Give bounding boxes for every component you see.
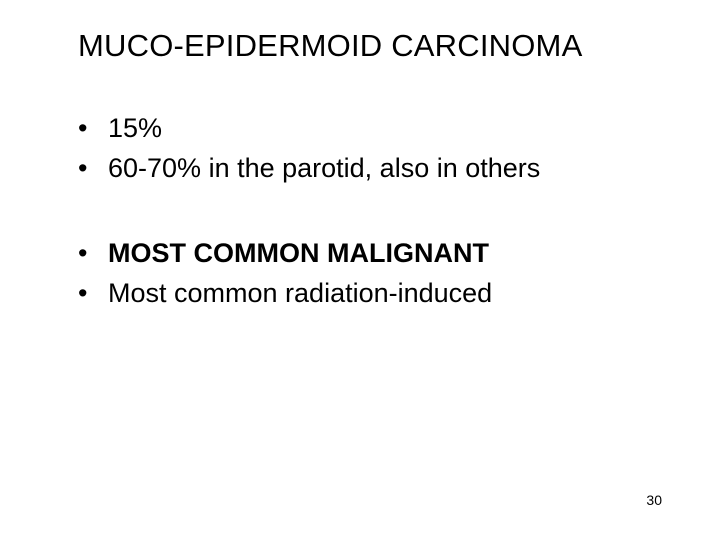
bullet-item: • MOST COMMON MALIGNANT <box>78 235 660 271</box>
spacer <box>78 191 660 235</box>
bullet-item: • Most common radiation-induced <box>78 275 660 311</box>
bullet-text: Most common radiation-induced <box>108 275 492 311</box>
page-number: 30 <box>646 492 662 508</box>
bullet-dot-icon: • <box>78 110 108 146</box>
bullet-item: • 15% <box>78 110 660 146</box>
slide: MUCO-EPIDERMOID CARCINOMA • 15% • 60-70%… <box>0 0 720 540</box>
slide-title: MUCO-EPIDERMOID CARCINOMA <box>78 28 582 64</box>
bullet-text: 60-70% in the parotid, also in others <box>108 150 540 186</box>
bullet-dot-icon: • <box>78 235 108 271</box>
bullet-text-bold: MOST COMMON MALIGNANT <box>108 235 489 271</box>
bullet-dot-icon: • <box>78 150 108 186</box>
bullet-item: • 60-70% in the parotid, also in others <box>78 150 660 186</box>
bullet-text: 15% <box>108 110 162 146</box>
bullet-dot-icon: • <box>78 275 108 311</box>
bullet-list: • 15% • 60-70% in the parotid, also in o… <box>78 110 660 316</box>
